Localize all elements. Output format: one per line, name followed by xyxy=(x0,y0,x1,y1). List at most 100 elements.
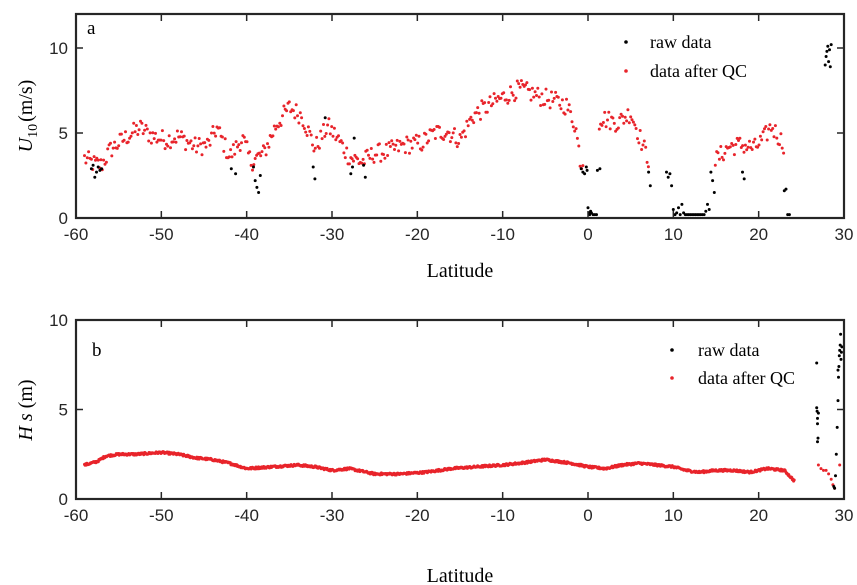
raw-point xyxy=(586,206,590,210)
qc-point xyxy=(601,121,605,124)
raw-point xyxy=(585,168,589,172)
qc-point xyxy=(574,127,578,131)
qc-point xyxy=(175,129,179,133)
raw-point xyxy=(839,357,843,361)
raw-point xyxy=(709,170,713,174)
qc-point xyxy=(272,124,276,128)
qc-point xyxy=(824,468,828,472)
qc-point xyxy=(342,151,346,155)
qc-point xyxy=(600,123,604,127)
raw-point xyxy=(823,63,827,67)
qc-point xyxy=(515,79,519,83)
qc-point xyxy=(87,150,91,154)
raw-point xyxy=(668,172,672,176)
qc-point xyxy=(569,110,573,114)
qc-point xyxy=(134,124,138,127)
qc-point xyxy=(421,145,425,149)
qc-point xyxy=(728,145,732,149)
raw-point xyxy=(595,168,599,172)
qc-point xyxy=(573,129,577,133)
raw-point xyxy=(647,170,651,174)
qc-point xyxy=(536,86,540,90)
raw-point xyxy=(100,167,104,171)
raw-point xyxy=(711,179,715,183)
qc-point xyxy=(320,137,324,141)
qc-point xyxy=(212,131,216,135)
qc-point xyxy=(132,121,136,125)
qc-point xyxy=(174,140,178,144)
qc-point xyxy=(645,160,649,164)
qc-point xyxy=(211,125,215,128)
qc-point xyxy=(324,132,328,135)
qc-point xyxy=(276,125,280,129)
qc-point xyxy=(731,143,735,147)
qc-point xyxy=(716,151,720,155)
qc-point xyxy=(274,127,278,131)
qc-point xyxy=(210,131,213,135)
raw-point xyxy=(349,172,353,176)
qc-point xyxy=(453,127,456,131)
x-axis-label-a: Latitude xyxy=(427,260,494,282)
x-tick-label-a: -60 xyxy=(64,225,89,244)
qc-point xyxy=(285,109,289,113)
qc-point xyxy=(487,101,491,104)
qc-point xyxy=(640,148,644,151)
qc-point xyxy=(409,139,413,143)
raw-point xyxy=(258,174,262,177)
raw-point xyxy=(815,361,819,365)
qc-point xyxy=(566,108,570,112)
qc-point xyxy=(483,101,487,105)
qc-point xyxy=(180,130,183,134)
raw-point xyxy=(671,208,675,211)
scatter-points-a xyxy=(83,43,833,217)
qc-point xyxy=(148,131,152,135)
raw-point xyxy=(595,213,598,217)
qc-point xyxy=(110,154,114,158)
qc-point xyxy=(278,121,282,125)
raw-point xyxy=(712,191,716,194)
qc-point xyxy=(154,131,157,135)
x-tick-label-a: -10 xyxy=(490,225,515,244)
qc-point xyxy=(115,146,119,150)
qc-point xyxy=(229,148,233,152)
qc-point xyxy=(279,124,283,127)
qc-point xyxy=(238,149,242,152)
qc-point xyxy=(474,111,478,115)
qc-point xyxy=(540,92,544,96)
qc-point xyxy=(367,153,370,157)
qc-point xyxy=(462,129,466,133)
qc-point xyxy=(222,149,226,153)
raw-point xyxy=(598,167,602,171)
qc-point xyxy=(199,142,203,146)
qc-point xyxy=(306,125,310,129)
qc-point xyxy=(214,134,218,138)
qc-point xyxy=(752,140,755,144)
qc-point xyxy=(159,138,163,142)
ticks-b: -60 -50 -40 -30 -20 -10 0 10 20 30 0 5 10 xyxy=(49,311,853,525)
qc-point xyxy=(782,151,786,155)
qc-point xyxy=(302,127,306,130)
qc-point xyxy=(532,95,536,99)
raw-point xyxy=(824,55,828,58)
qc-point xyxy=(537,95,541,99)
raw-point xyxy=(678,213,682,217)
qc-point xyxy=(391,142,395,146)
x-tick-label-a: 10 xyxy=(664,225,683,244)
y-axis-label-b: H s (m) xyxy=(15,379,37,441)
qc-point xyxy=(529,98,533,102)
qc-point xyxy=(240,141,243,145)
qc-point xyxy=(772,135,776,139)
qc-point xyxy=(499,96,503,100)
qc-point xyxy=(334,138,338,142)
raw-point xyxy=(816,416,819,420)
qc-point xyxy=(433,137,437,140)
qc-point xyxy=(300,116,304,120)
qc-point xyxy=(551,100,555,103)
ticks-a: -60 -50 -40 -30 -20 -10 0 10 20 30 0 5 10 xyxy=(49,14,853,244)
qc-point xyxy=(345,146,349,150)
qc-point xyxy=(455,145,459,149)
qc-point xyxy=(291,109,295,113)
qc-point xyxy=(424,132,428,136)
raw-point xyxy=(816,436,820,440)
